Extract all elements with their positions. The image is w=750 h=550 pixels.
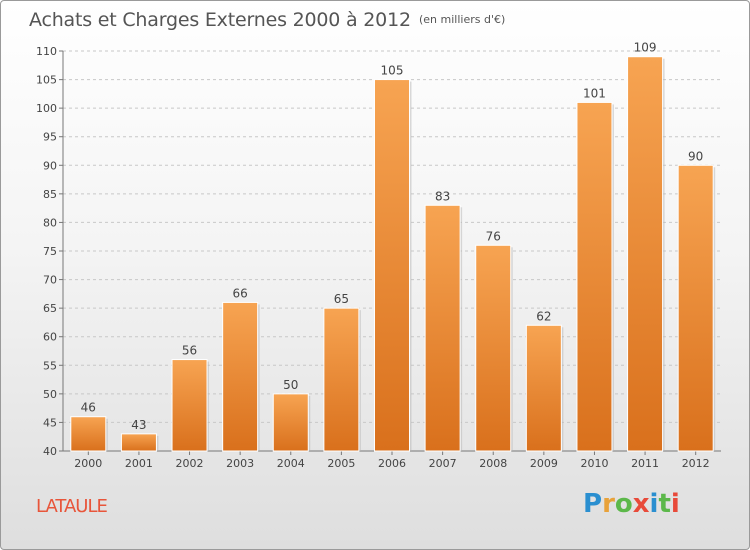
data-label: 83 bbox=[435, 189, 450, 203]
y-tick-label: 70 bbox=[43, 274, 57, 287]
y-tick-label: 110 bbox=[36, 45, 57, 58]
y-tick-label: 40 bbox=[43, 445, 57, 458]
proxiti-logo: Proxiti bbox=[583, 489, 680, 519]
bar bbox=[70, 416, 107, 452]
data-labels: 46 43 56 66 50 65 105 83 76 62 101 109 90 bbox=[81, 41, 704, 432]
x-tick-label: 2008 bbox=[479, 457, 507, 470]
bar bbox=[171, 359, 208, 452]
y-tick-label: 95 bbox=[43, 131, 57, 144]
logo-letter: r bbox=[602, 489, 615, 519]
x-tick-label: 2001 bbox=[125, 457, 153, 470]
x-tick-label: 2009 bbox=[530, 457, 558, 470]
y-tick-label: 55 bbox=[43, 359, 57, 372]
bar bbox=[627, 56, 664, 452]
bar bbox=[525, 324, 562, 452]
data-label: 66 bbox=[233, 286, 248, 300]
y-tick-label: 45 bbox=[43, 416, 57, 429]
data-label: 65 bbox=[334, 292, 349, 306]
y-tick-labels: 40 45 50 55 60 65 70 75 80 85 90 95 100 105 110 bbox=[36, 45, 57, 458]
chart-title: Achats et Charges Externes 2000 à 2012 bbox=[29, 9, 411, 31]
data-label: 90 bbox=[688, 149, 703, 163]
data-label: 101 bbox=[583, 86, 606, 100]
x-tick-label: 2007 bbox=[429, 457, 457, 470]
x-tick-label: 2012 bbox=[682, 457, 710, 470]
x-tick-label: 2011 bbox=[631, 457, 659, 470]
y-tick-label: 90 bbox=[43, 159, 57, 172]
data-label: 62 bbox=[536, 309, 551, 323]
x-tick-label: 2006 bbox=[378, 457, 406, 470]
bar bbox=[120, 433, 157, 452]
y-tick-label: 80 bbox=[43, 216, 57, 229]
x-tick-label: 2002 bbox=[176, 457, 204, 470]
data-label: 105 bbox=[381, 64, 404, 78]
y-tick-label: 50 bbox=[43, 388, 57, 401]
bar bbox=[576, 101, 613, 452]
place-name: LATAULE bbox=[36, 496, 108, 517]
data-label: 50 bbox=[283, 378, 298, 392]
x-tick-label: 2005 bbox=[327, 457, 355, 470]
bar bbox=[677, 164, 714, 452]
y-tick-label: 105 bbox=[36, 74, 57, 87]
bar bbox=[323, 307, 360, 452]
y-tick-label: 85 bbox=[43, 188, 57, 201]
bar bbox=[272, 393, 309, 452]
bar bbox=[374, 79, 410, 452]
data-label: 76 bbox=[486, 229, 501, 243]
x-tick-label: 2004 bbox=[277, 457, 305, 470]
y-tick-label: 60 bbox=[43, 331, 57, 344]
x-tick-labels: 2000 2001 2002 2003 2004 2005 2006 2007 2008 2009… bbox=[74, 457, 709, 470]
chart-subtitle: (en milliers d'€) bbox=[419, 13, 506, 26]
x-tick-label: 2000 bbox=[74, 457, 102, 470]
logo-letter: x bbox=[632, 489, 650, 519]
logo-letter: i bbox=[649, 489, 659, 519]
y-tick-label: 75 bbox=[43, 245, 57, 258]
bar bbox=[475, 244, 512, 452]
y-tick-label: 65 bbox=[43, 302, 57, 315]
data-label: 109 bbox=[634, 41, 657, 55]
y-tick-label: 100 bbox=[36, 102, 57, 115]
data-label: 56 bbox=[182, 344, 197, 358]
logo-letter: t bbox=[658, 489, 671, 519]
bar bbox=[424, 204, 461, 452]
data-label: 46 bbox=[81, 401, 96, 415]
x-tick-label: 2003 bbox=[226, 457, 254, 470]
x-tick-label: 2010 bbox=[580, 457, 608, 470]
bar bbox=[222, 301, 259, 452]
logo-letter: P bbox=[583, 489, 603, 519]
data-label: 43 bbox=[131, 418, 146, 432]
logo-letter: i bbox=[670, 489, 680, 519]
bars bbox=[70, 56, 716, 452]
logo-letter: o bbox=[614, 489, 633, 519]
